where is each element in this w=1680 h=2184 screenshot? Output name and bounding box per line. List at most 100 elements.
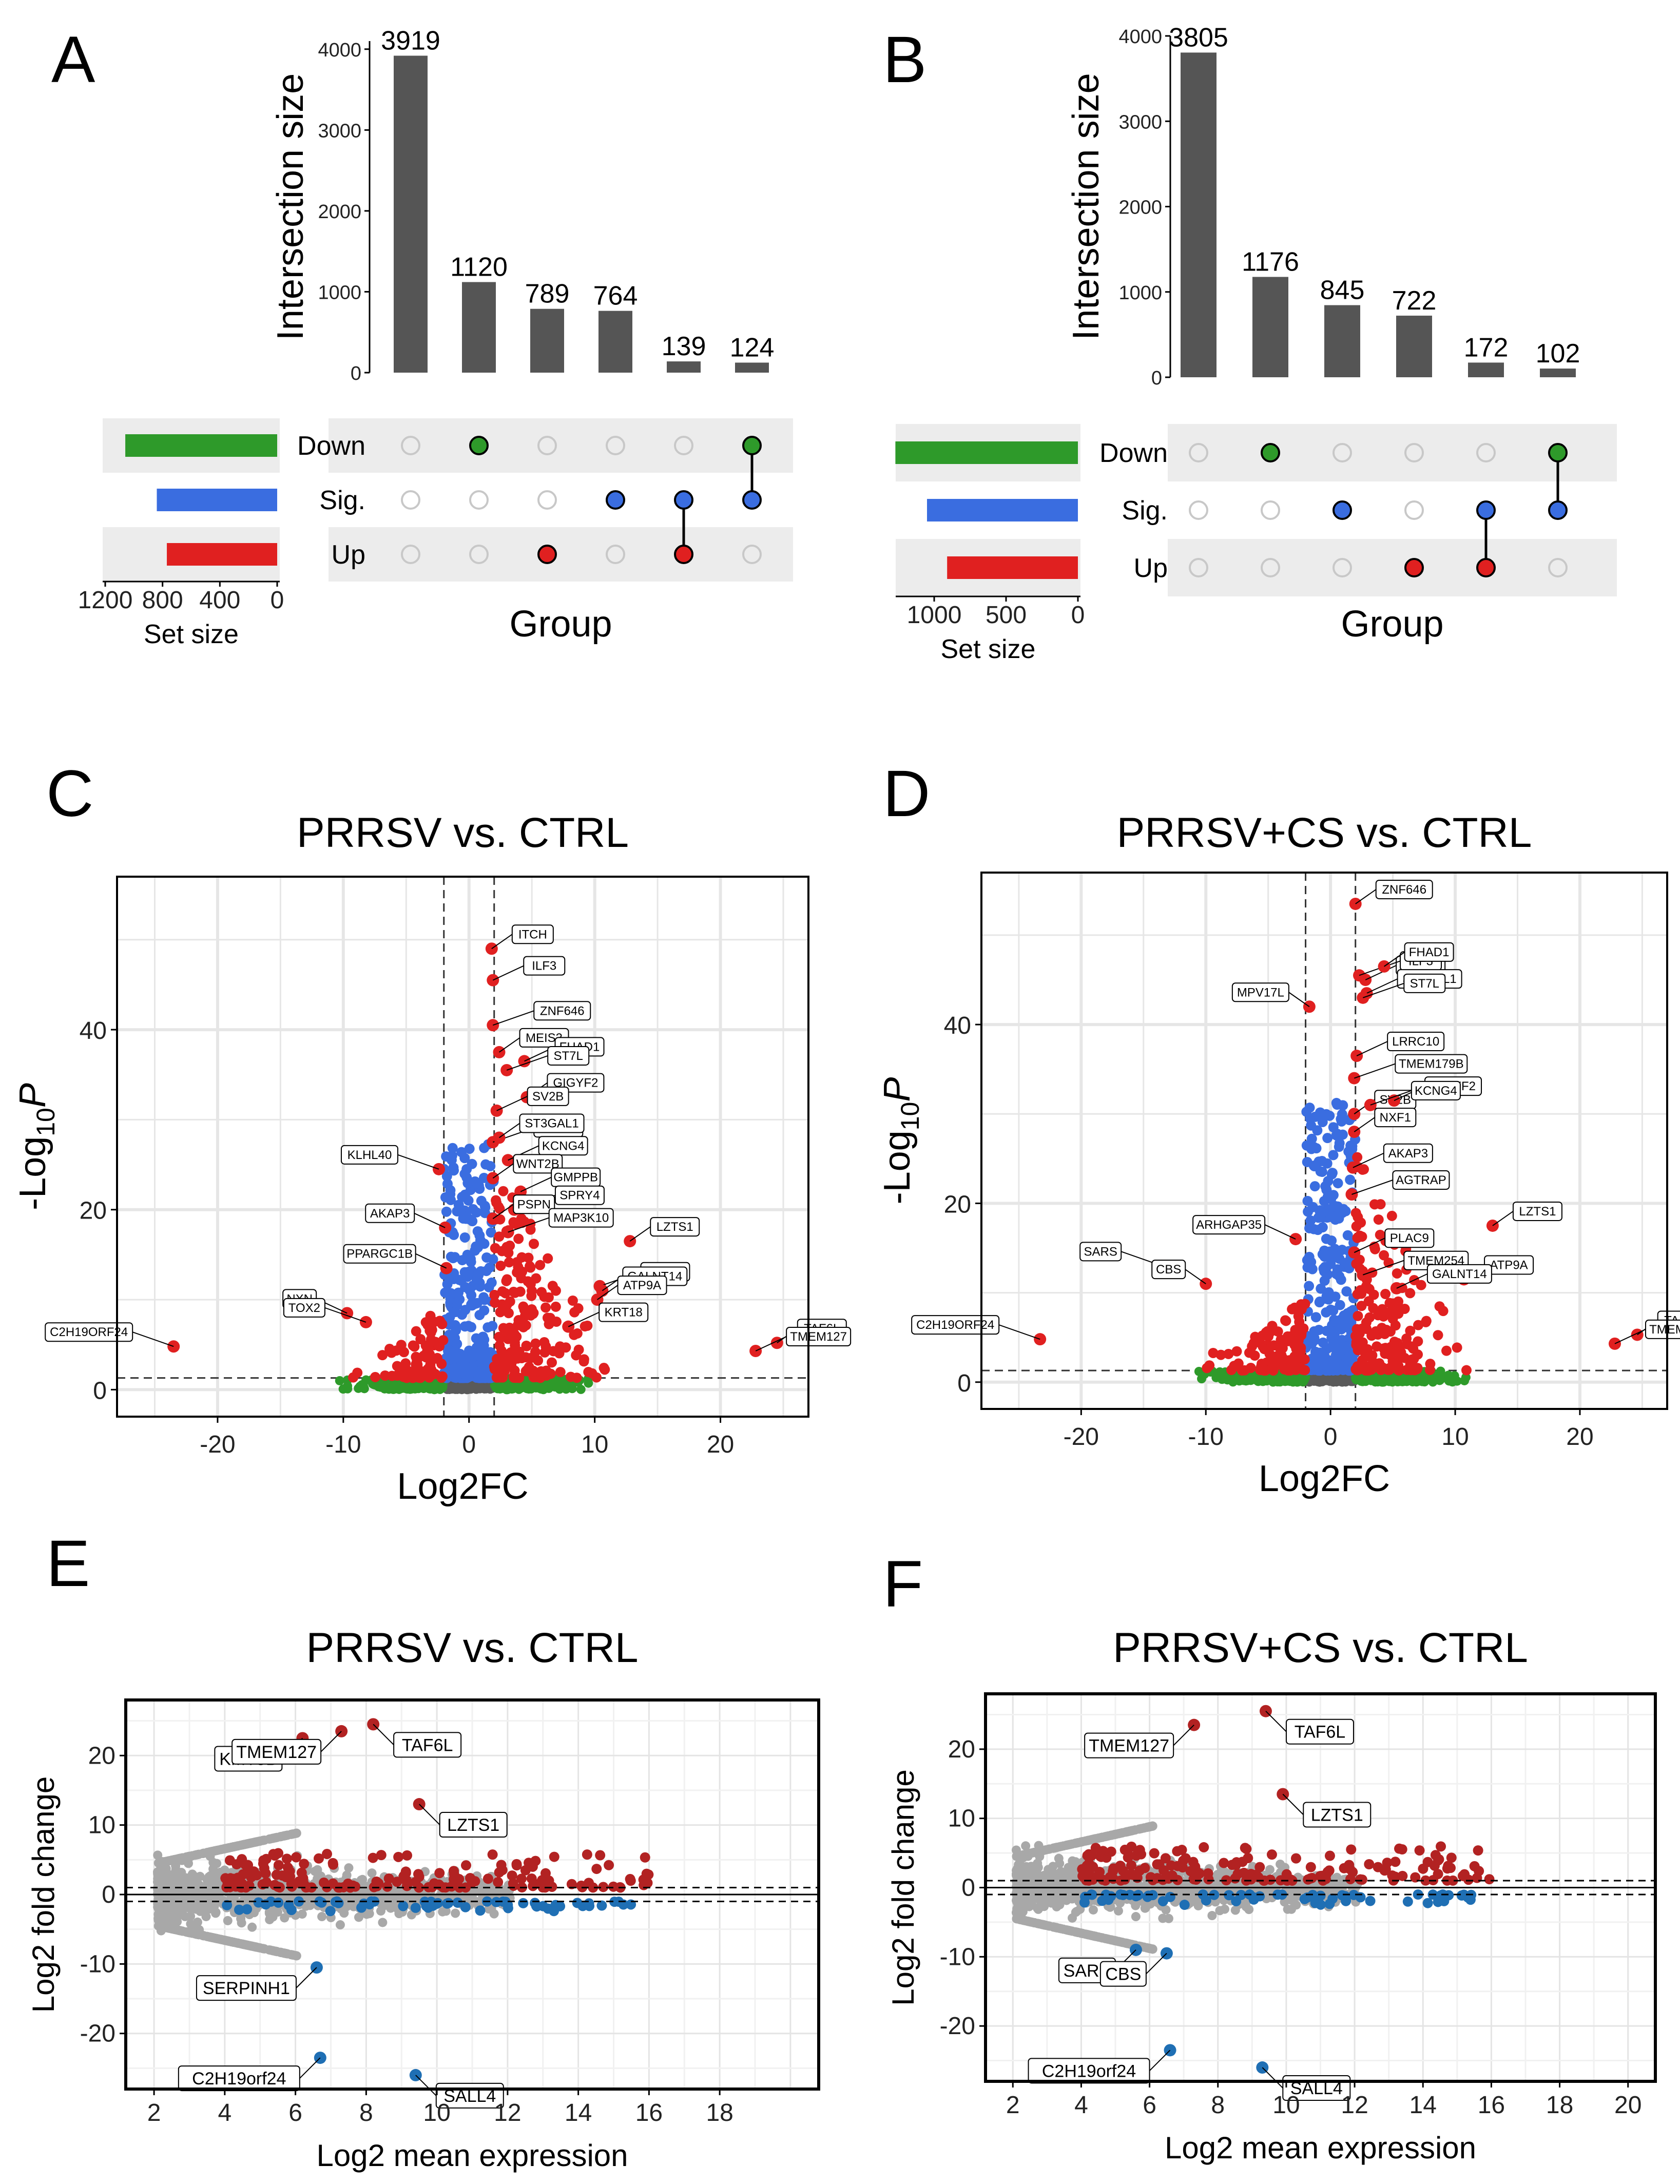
point-p-only (1317, 1166, 1327, 1177)
gene-label-text: PSPN (517, 1197, 551, 1211)
gene-label-text: AKAP3 (370, 1207, 410, 1221)
point-p-only (1335, 1300, 1345, 1310)
bar-value-label: 1176 (1242, 247, 1299, 277)
gene-label-box (538, 1136, 588, 1156)
bar-value-label: 764 (593, 281, 638, 311)
point-significant (561, 1342, 571, 1353)
x-tick-label: 8 (359, 2099, 373, 2127)
point-p-only (1306, 1120, 1317, 1131)
point-significant (509, 1372, 519, 1383)
intersection-bar (530, 308, 564, 373)
point-significant (1353, 1310, 1363, 1321)
point-p-only (471, 1333, 481, 1344)
gene-label-leader (415, 1253, 447, 1269)
point-significant (567, 1296, 578, 1306)
point-fc-only (359, 1381, 369, 1390)
point-significant (518, 1322, 529, 1332)
point-significant (1262, 1326, 1273, 1337)
gene-label-text: PPARGC1B (346, 1247, 413, 1261)
ma-point-up (493, 1877, 504, 1887)
point-significant (1386, 1210, 1397, 1221)
gene-label-box (598, 1302, 649, 1322)
y-tick-label: 4000 (1118, 26, 1162, 48)
point-p-only (1312, 1225, 1323, 1235)
setsize-axis-title: Set size (144, 620, 239, 649)
bar-value-label: 3805 (1169, 23, 1228, 52)
bar-value-label: 124 (730, 333, 775, 362)
gene-label-text: SERPINH1 (203, 1979, 290, 1998)
combo-dot-active (1548, 443, 1568, 462)
gene-label-box (1375, 879, 1433, 899)
ma-point-ns (154, 1913, 164, 1923)
gene-label-box (1645, 1319, 1680, 1339)
point-significant (1269, 1363, 1280, 1374)
gene-label-leader (1396, 1273, 1428, 1289)
point-p-only (1302, 1195, 1313, 1206)
set-size-bar (895, 441, 1078, 464)
gene-label-box (1395, 1054, 1468, 1074)
point-significant (1388, 1352, 1399, 1363)
gene-label-leader (1492, 1211, 1514, 1226)
point-p-only (452, 1339, 462, 1349)
point-p-only (443, 1346, 454, 1357)
panel-letter: D (883, 757, 930, 830)
gene-label-leader (498, 1123, 520, 1138)
point-p-only (446, 1288, 456, 1299)
point-significant (529, 1239, 539, 1249)
point-significant (377, 1350, 388, 1361)
gene-label-leader (1185, 1269, 1206, 1284)
point-significant (1374, 1358, 1385, 1369)
point-p-only (1336, 1114, 1346, 1125)
ma-point-up (273, 1881, 283, 1892)
gene-label-text: FHAD1 (1409, 945, 1450, 959)
ma-point-up (224, 1855, 235, 1866)
point-significant (1357, 1164, 1368, 1175)
gene-label-leader (520, 1176, 552, 1192)
ma-point-ns (359, 1884, 369, 1894)
setsize-tick-label: 0 (1071, 602, 1085, 629)
point-significant (505, 1296, 515, 1307)
ma-point-ns (310, 1866, 320, 1876)
gene-label-text: ST7L (554, 1049, 583, 1063)
point-fc-only (1450, 1376, 1459, 1385)
intersection-bar (1252, 277, 1288, 377)
point-p-only (447, 1273, 457, 1284)
ma-point-ns (265, 1910, 275, 1920)
ma-point-down (442, 1898, 453, 1909)
ma-point-down (325, 1906, 336, 1917)
ma-point-up (530, 1856, 541, 1866)
point-significant (415, 1333, 426, 1344)
intersection-bar (1540, 369, 1576, 377)
ma-point-up (448, 1874, 459, 1885)
point-p-only (478, 1172, 489, 1183)
ma-point-up (511, 1859, 522, 1869)
combo-dot-inactive (537, 490, 557, 510)
point-significant (518, 1301, 529, 1312)
point-significant (1405, 1288, 1416, 1299)
point-fc-only (1197, 1374, 1207, 1384)
point-significant (1299, 1354, 1310, 1365)
ma-point-ns (186, 1919, 196, 1929)
bar-value-label: 1120 (450, 253, 508, 282)
point-significant (1433, 1330, 1443, 1341)
intersection-bar (1396, 315, 1432, 377)
point-significant (1272, 1326, 1283, 1337)
combo-dot-active (1476, 500, 1496, 520)
ma-point-ns (180, 1911, 190, 1921)
y-tick-label: 20 (88, 1742, 115, 1769)
point-fc-only (557, 1376, 567, 1385)
point-significant (1452, 1342, 1462, 1353)
combo-dot-inactive (401, 436, 420, 455)
point-significant (591, 1372, 602, 1383)
point-significant (535, 1260, 546, 1270)
y-tick-label: -20 (80, 2020, 115, 2047)
combo-dot-inactive (1476, 443, 1496, 462)
ma-point-up (277, 1870, 288, 1881)
bar-value-label: 845 (1320, 276, 1365, 305)
x-tick-label: 6 (288, 2099, 302, 2127)
point-significant (495, 1261, 506, 1271)
point-significant (1413, 1336, 1423, 1347)
ma-point-up (640, 1852, 650, 1863)
gene-label-leader (596, 1285, 619, 1300)
